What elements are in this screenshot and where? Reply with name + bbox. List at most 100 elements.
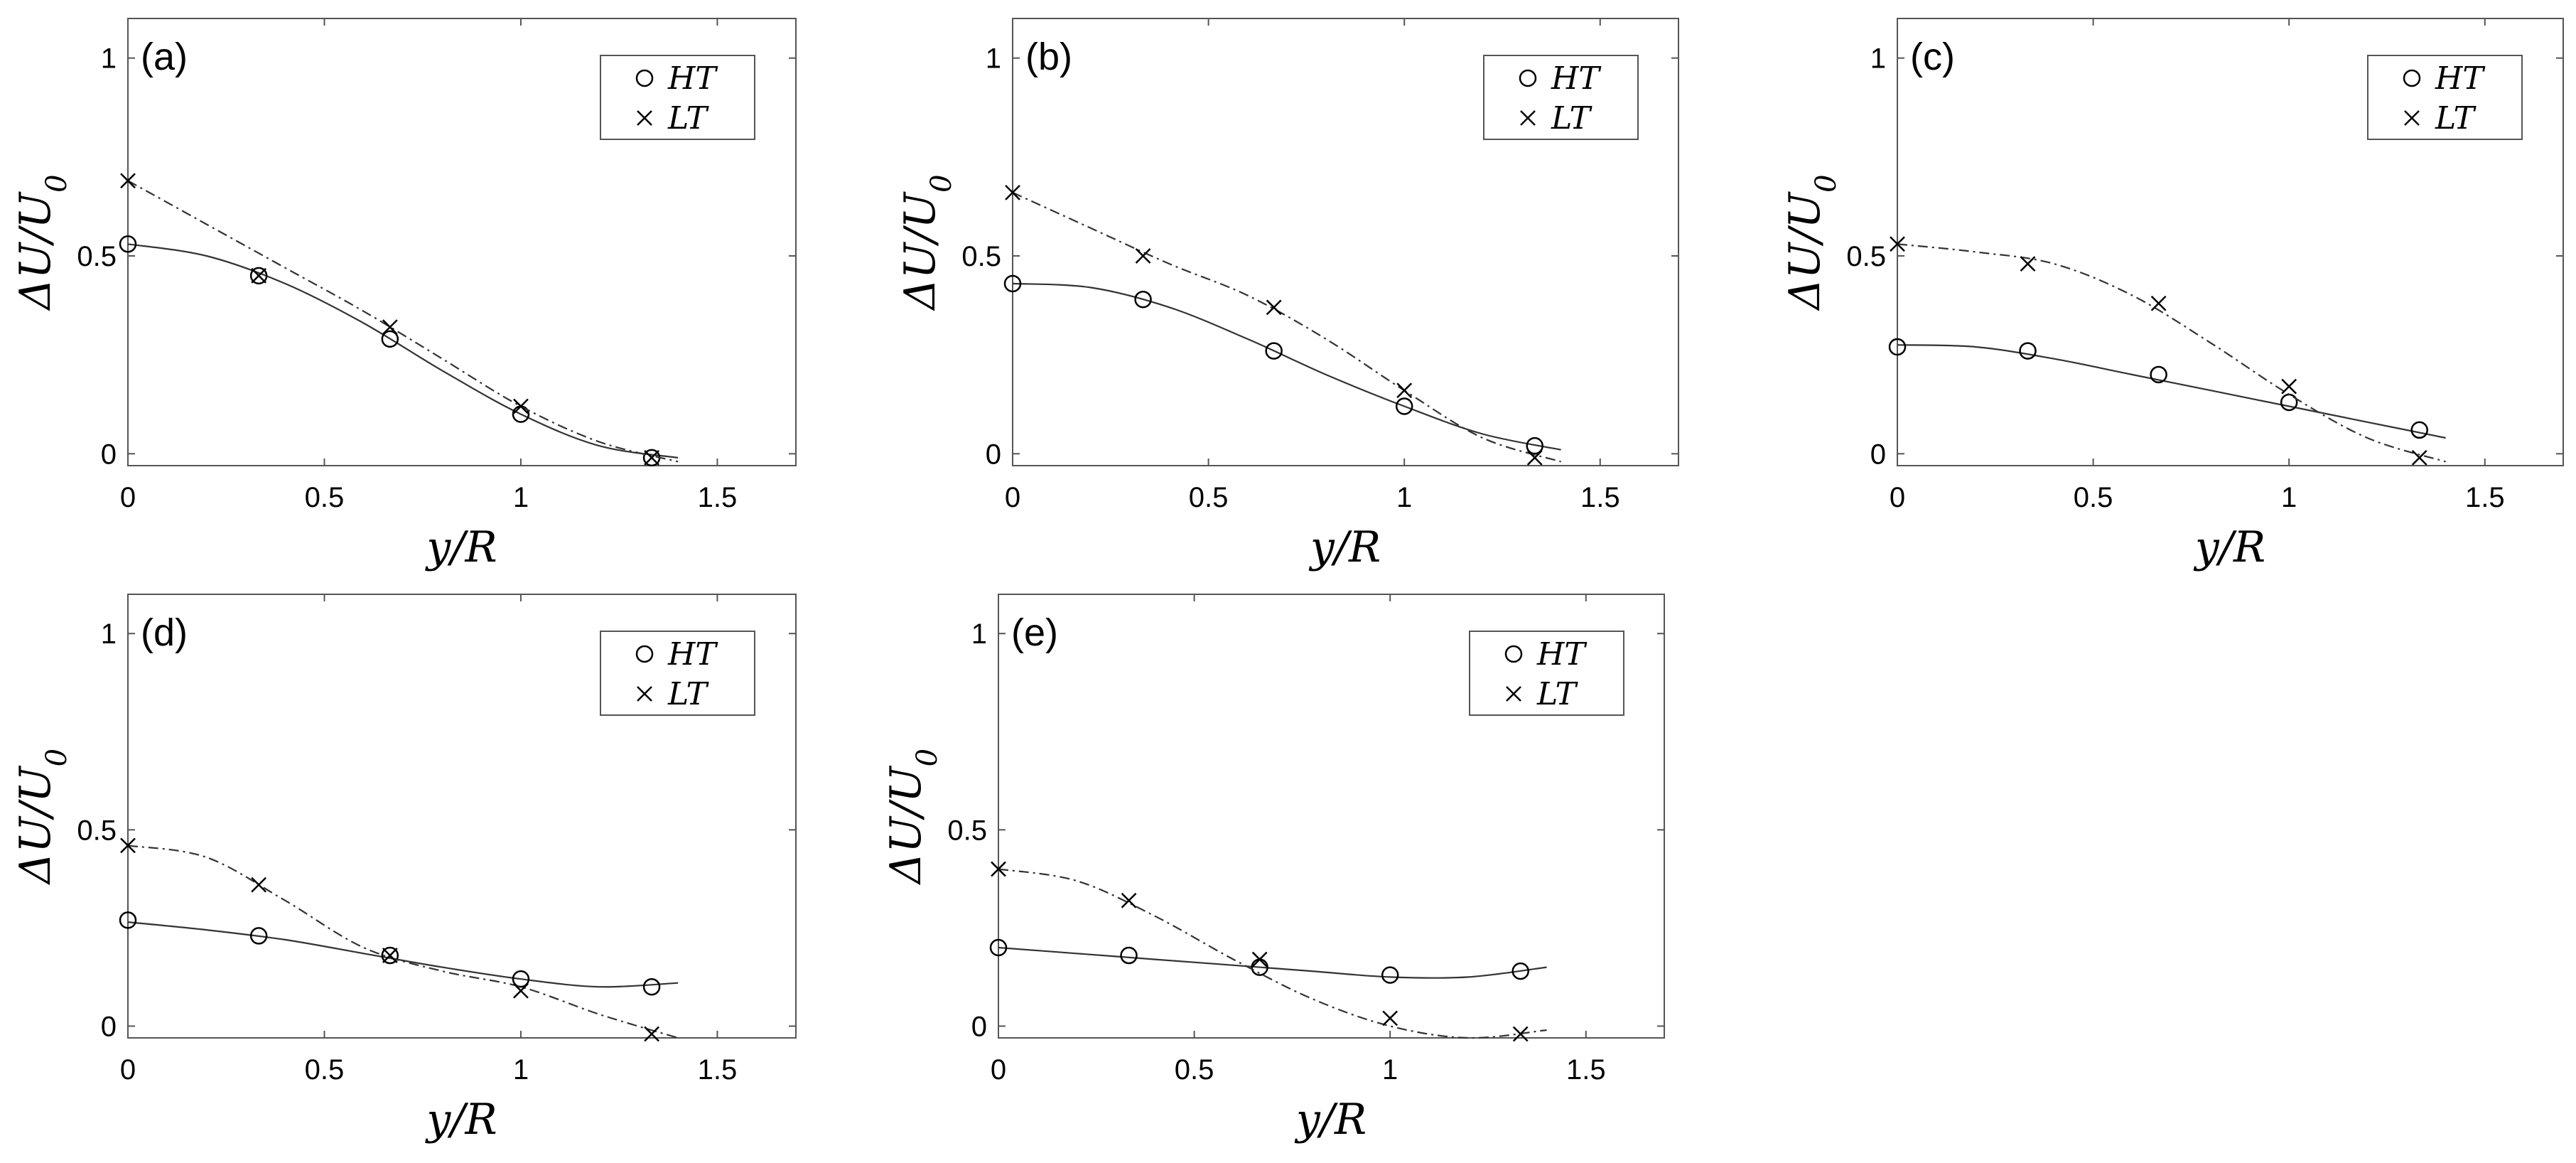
legend-box	[600, 631, 755, 716]
x-tick-label: 1	[513, 1054, 529, 1086]
series-LT-point-stroke-2	[2411, 449, 2427, 466]
series-HT-point	[381, 946, 399, 965]
series-HT-point	[1003, 274, 1022, 293]
y-tick-label: 0.5	[947, 815, 987, 846]
legend-box	[1483, 55, 1639, 140]
series-LT-point	[2411, 449, 2427, 466]
series-LT-point-stroke-2	[513, 982, 529, 999]
legend-marker-LT	[2404, 110, 2420, 126]
x-tick-label: 0.5	[1189, 482, 1229, 513]
x-tick-label: 0.5	[1175, 1054, 1214, 1086]
series-HT-point	[2019, 342, 2037, 360]
axes-frame	[127, 18, 797, 466]
series-LT-point	[1396, 382, 1413, 399]
y-axis-label: ΔU/U0	[11, 749, 73, 885]
series-LT-point-stroke-2	[1382, 1010, 1399, 1027]
panel-label: (a)	[141, 36, 188, 78]
y-tick-label: 0.5	[1846, 241, 1886, 272]
series-LT-curve	[127, 845, 679, 1039]
series-LT-point	[1121, 892, 1137, 909]
x-tick-label: 1	[2281, 482, 2297, 513]
series-LT-point	[644, 1026, 659, 1042]
series-HT-point	[1381, 966, 1399, 984]
series-HT-point	[2410, 421, 2428, 439]
series-LT-point	[1251, 951, 1268, 968]
y-axis-label-subscript: 0	[925, 174, 958, 192]
series-LT-point-stroke-2	[120, 173, 136, 189]
series-LT-point-stroke-2	[2281, 378, 2297, 395]
series-LT-curve	[998, 868, 1547, 1039]
series-LT-curve	[1897, 243, 2446, 463]
series-LT-point-stroke-2	[1396, 382, 1413, 399]
series-LT-point-stroke-2	[251, 267, 267, 284]
legend-entry-LT: LT	[2435, 100, 2477, 136]
x-tick-label: 1	[513, 482, 529, 513]
y-tick-label: 1	[1870, 43, 1886, 75]
x-axis-label: y/R	[424, 522, 497, 572]
y-tick-label: 0	[1870, 439, 1886, 470]
series-HT-point	[1526, 436, 1543, 455]
legend-entry-HT: HT	[1536, 636, 1588, 672]
series-LT-point	[382, 319, 398, 336]
series-HT-curve	[1012, 282, 1561, 451]
series-LT-curve	[1012, 191, 1561, 463]
legend-entry-HT: HT	[667, 60, 718, 97]
series-LT-point-stroke-2	[382, 948, 398, 963]
x-axis-label: y/R	[424, 1095, 497, 1145]
x-tick-label: 0	[120, 1054, 136, 1086]
series-HT-point	[119, 911, 137, 929]
series-HT-point	[1134, 290, 1152, 309]
x-tick-label: 0	[1890, 482, 1905, 513]
series-LT-point-stroke-2	[1251, 951, 1268, 968]
series-LT-point	[251, 877, 267, 893]
legend-box	[1469, 631, 1624, 716]
series-LT-point-stroke-2	[1121, 892, 1137, 909]
series-HT-point	[119, 235, 137, 253]
series-HT-point	[989, 938, 1008, 957]
series-LT-point-stroke-2	[991, 861, 1006, 877]
series-LT-point	[513, 982, 529, 999]
series-LT-point-stroke-2	[1135, 248, 1151, 264]
series-LT-point	[991, 861, 1006, 877]
series-LT-point	[2281, 378, 2297, 395]
axes-frame	[998, 594, 1665, 1039]
x-tick-label: 1	[1396, 482, 1412, 513]
x-tick-label: 0.5	[305, 482, 345, 513]
panel-label: (d)	[141, 611, 188, 654]
legend-marker-LT	[1520, 110, 1536, 126]
legend-marker-LT-stroke-2	[1506, 686, 1521, 702]
legend-marker-HT	[635, 645, 654, 663]
series-LT-point	[2150, 295, 2167, 311]
legend-entry-LT: LT	[1551, 100, 1593, 136]
x-tick-label: 1.5	[698, 1054, 738, 1086]
series-LT-point-stroke-2	[513, 398, 529, 414]
series-HT-point	[1395, 397, 1413, 415]
legend-marker-HT	[1519, 69, 1537, 87]
series-HT-point	[381, 330, 399, 348]
x-tick-label: 0.5	[2074, 482, 2113, 513]
series-LT-point	[382, 948, 398, 963]
y-tick-label: 0.5	[77, 241, 117, 272]
series-LT-point	[1135, 248, 1151, 264]
x-axis-label: y/R	[2193, 522, 2265, 572]
legend-entry-LT: LT	[667, 100, 710, 136]
legend-marker-LT-stroke-2	[1520, 110, 1536, 126]
legend-marker-LT	[1506, 686, 1521, 702]
x-tick-label: 1	[1382, 1054, 1398, 1086]
series-LT-point-stroke-2	[2150, 295, 2167, 311]
series-LT-point	[1382, 1010, 1399, 1027]
y-tick-label: 0	[986, 439, 1001, 470]
series-HT-curve	[127, 243, 679, 459]
legend-marker-LT	[637, 110, 652, 126]
axes-frame	[127, 594, 797, 1039]
y-axis-label-main: ΔU/U	[11, 191, 60, 311]
